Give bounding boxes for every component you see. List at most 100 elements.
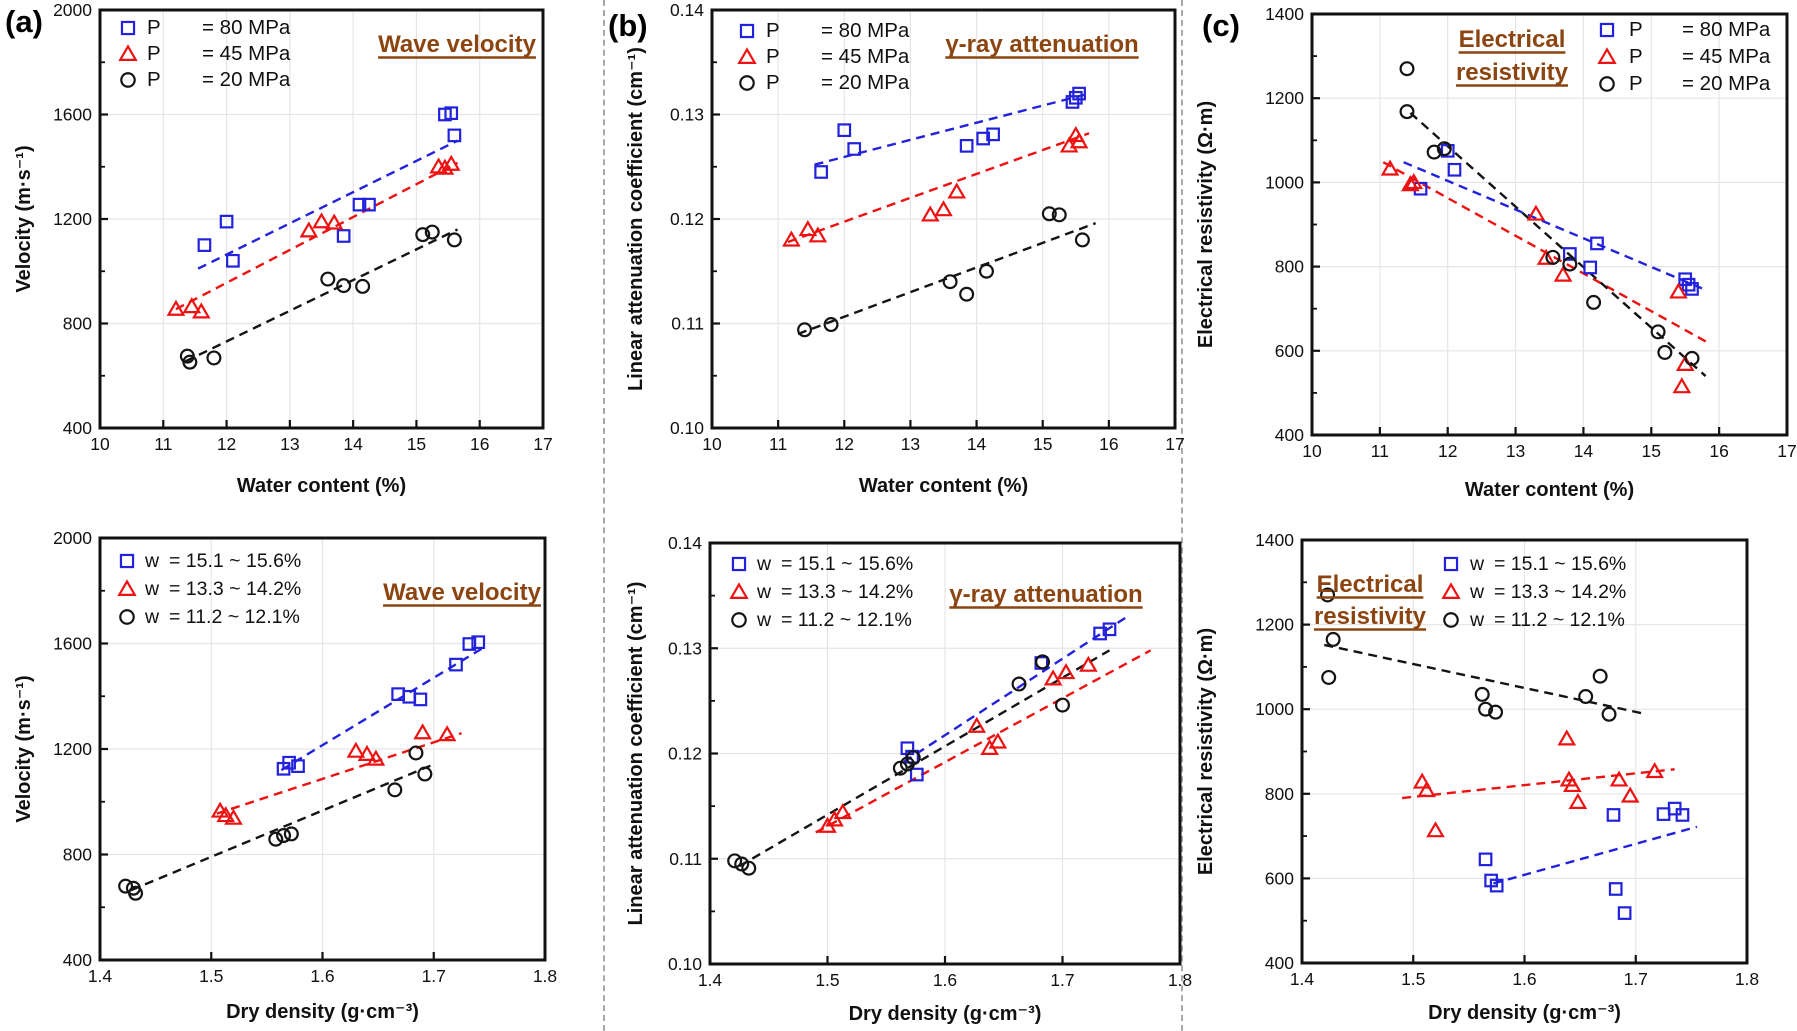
chart-title: γ-ray attenuation [949,581,1142,608]
data-point-triangle [441,154,461,171]
data-point-circle [978,263,994,279]
legend-label: = 15.1 ~ 15.6% [1494,553,1626,575]
data-point-square [1440,143,1455,158]
y-tick-label: 1600 [53,634,92,654]
data-point-circle [336,278,352,294]
legend-symbol: w [756,581,772,603]
data-point-circle [1586,294,1602,310]
legend-label: = 80 MPa [202,16,291,39]
data-point-triangle [1645,761,1664,779]
data-point-triangle [1056,663,1076,680]
legend-label: = 11.2 ~ 12.1% [169,606,300,628]
data-point-triangle [1597,47,1617,64]
chart-gamma-attenuation-vs-dry-density: 1.4 1.5 1.6 1.7 1.8 0.10 0.11 0.12 0.13 0.14 γ-ray… [625,533,1192,1025]
y-axis-label: Velocity (m·s⁻¹) [13,675,35,822]
trend-line [197,139,459,270]
trend-line [1401,768,1675,800]
y-tick-label: 800 [63,845,92,865]
data-point-square [959,139,974,153]
series [1380,159,1695,394]
data-point-triangle [1557,729,1577,746]
y-axis-label: Linear attenuation coefficient (cm⁻¹) [625,582,647,926]
legend-label: = 11.2 ~ 12.1% [1494,609,1625,631]
x-tick-label: 1.6 [1512,969,1536,989]
series [1413,143,1699,296]
series [210,723,457,825]
x-tick-label: 1.8 [1735,969,1759,989]
y-axis-label: Velocity (m·s⁻¹) [13,145,35,292]
data-point-triangle [729,582,749,599]
data-point-circle [276,828,292,844]
data-point-circle [1321,669,1337,685]
data-point-triangle [1609,770,1629,787]
trend-line [184,228,459,363]
x-tick-label: 11 [154,434,172,454]
data-point-square [413,692,428,707]
series [179,224,462,370]
data-point-circle [727,853,743,869]
data-point-triangle [808,226,828,243]
data-point-square [1617,906,1632,920]
x-tick-label: 17 [533,434,552,454]
legend-symbol: w [1469,581,1485,603]
data-point-triangle [737,47,757,64]
legend-label: = 15.1 ~ 15.6% [781,553,913,575]
data-point-circle [268,831,284,847]
legend-label: = 13.3 ~ 14.2% [781,581,913,603]
data-point-square [402,689,417,704]
y-tick-label: 1400 [1265,4,1304,24]
trend-line [216,732,462,815]
data-point-triangle [1672,377,1692,394]
data-point-square [1443,556,1459,572]
data-point-square [462,637,477,651]
data-point-square [1675,808,1690,822]
column-separator-1 [603,0,605,1031]
data-point-triangle [299,221,319,238]
x-tick-label: 1.5 [199,966,223,986]
x-tick-label: 16 [1709,441,1728,461]
x-tick-label: 10 [702,434,722,454]
data-point-circle [1443,612,1459,628]
data-point-circle [1399,104,1415,120]
y-tick-label: 2000 [53,528,92,548]
legend-symbol: w [1469,553,1485,575]
y-tick-label: 400 [1275,425,1304,445]
x-tick-label: 1.4 [88,966,113,986]
legend-symbol: P [766,45,780,68]
data-point-circle [1657,344,1673,360]
legend-label: = 80 MPa [1682,18,1771,41]
data-point-square [731,556,747,572]
data-point-square [119,553,135,569]
data-point-square [1681,277,1696,292]
chart-gamma-attenuation-vs-water-content: 10 11 12 13 14 15 16 17 0.10 0.11 0.12 0.13 0.14 γ-ra… [625,0,1185,497]
data-point-circle [1562,256,1578,272]
y-tick-label: 800 [63,314,92,334]
x-tick-label: 12 [835,434,854,454]
data-point-triangle [366,749,386,766]
legend: w = 15.1 ~ 15.6% w = 13.3 ~ 14.2% w = 11.2 ~ … [1441,553,1626,631]
legend-symbol: P [766,71,780,94]
y-tick-label: 0.12 [668,744,702,764]
data-point-triangle [346,741,366,758]
y-tick-label: 800 [1265,784,1294,804]
y-tick-label: 0.10 [670,418,704,438]
data-point-triangle [798,220,818,237]
legend-label: = 45 MPa [202,42,291,65]
data-point-square [447,128,462,143]
data-point-square [1590,236,1604,251]
legend: P = 80 MPa P = 45 MPa P = 20 MPa [118,16,291,91]
data-point-square [1447,162,1462,177]
legend: P = 80 MPa P = 45 MPa P = 20 MPa [737,19,910,94]
x-tick-label: 17 [1165,434,1184,454]
chart-electrical-resistivity-vs-dry-density: 1.4 1.5 1.6 1.7 1.8 400 600 800 1000 1200 1400 Elec… [1195,530,1759,1024]
x-tick-label: 12 [217,434,236,454]
data-point-triangle [324,213,344,230]
data-point-circle [1545,249,1561,265]
data-point-circle [128,885,144,901]
data-point-triangle [1563,775,1582,793]
data-point-circle [1035,654,1051,670]
data-point-circle [120,72,136,88]
data-point-circle [1074,232,1090,248]
trend-line [280,646,485,772]
